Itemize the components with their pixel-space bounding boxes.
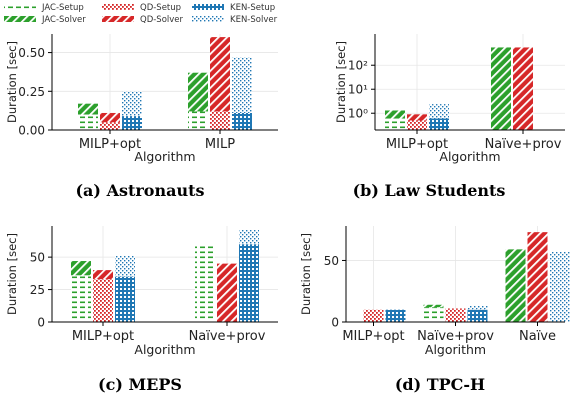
x-axis-label: Algorithm xyxy=(134,149,195,164)
bar-solver-KEN-0 xyxy=(429,104,449,119)
bar-solver-KEN-1 xyxy=(467,306,488,310)
legend-swatch-3 xyxy=(4,16,36,22)
bar-setup-QD-0 xyxy=(100,122,120,130)
legend-label-1: QD-Setup xyxy=(140,3,181,13)
legend-label-2: KEN-Setup xyxy=(230,3,275,13)
y-tick-label-1: 10¹ xyxy=(348,83,368,97)
y-axis-label: Duration [sec] xyxy=(334,41,348,123)
panel-3: 0 50 MILP+opt Naïve+prov Naïve Algorithm Durat… xyxy=(299,226,570,394)
x-axis-label: Algorithm xyxy=(134,342,195,357)
bar-setup-KEN-1 xyxy=(239,244,259,322)
x-tick-label-2: Naïve xyxy=(519,329,556,344)
y-tick-label-0: 0 xyxy=(331,316,339,330)
bar-solver-QD-2 xyxy=(527,232,548,322)
bar-setup-KEN-1 xyxy=(467,309,488,322)
bar-solver-QD-0 xyxy=(407,114,427,121)
bar-solver-JAC-2 xyxy=(505,249,526,322)
x-tick-label-1: Naïve+prov xyxy=(485,137,562,152)
y-tick-label-0: 10⁰ xyxy=(348,107,368,121)
bar-solver-KEN-1 xyxy=(232,57,252,113)
bar-solver-QD-0 xyxy=(100,112,120,123)
bar-setup-JAC-1 xyxy=(195,244,215,322)
bar-setup-QD-0 xyxy=(93,279,113,322)
panel-caption: (b) Law Students xyxy=(353,181,506,200)
x-axis-label: Algorithm xyxy=(439,149,500,164)
x-tick-label-0: MILP+opt xyxy=(342,329,404,344)
bar-setup-QD-1 xyxy=(210,111,230,130)
y-tick-label-2: 10² xyxy=(348,59,368,73)
bar-setup-KEN-1 xyxy=(232,112,252,130)
y-axis-label: Duration [sec] xyxy=(5,41,19,123)
bar-solver-QD-1 xyxy=(210,37,230,112)
bar-setup-QD-0 xyxy=(363,309,384,322)
panel-0: 0.00 0.25 0.50 MILP+opt MILP Algorithm Duratio… xyxy=(5,34,278,200)
bar-solver-JAC-0 xyxy=(385,110,405,119)
y-tick-label-0: 0.00 xyxy=(18,124,45,138)
x-tick-label-1: Naïve+prov xyxy=(417,329,494,344)
x-axis-label: Algorithm xyxy=(425,342,486,357)
y-tick-label-2: 0.50 xyxy=(18,46,45,60)
legend-swatch-5 xyxy=(192,16,224,22)
x-tick-label-0: MILP+opt xyxy=(72,329,134,344)
y-tick-label-0: 0 xyxy=(37,316,45,330)
x-tick-label-1: Naïve+prov xyxy=(189,329,266,344)
legend-label-0: JAC-Setup xyxy=(41,3,84,13)
bar-setup-JAC-0 xyxy=(71,275,91,322)
x-tick-label-1: MILP xyxy=(205,137,235,152)
x-tick-label-0: MILP+opt xyxy=(386,137,448,152)
panel-caption: (a) Astronauts xyxy=(75,181,204,200)
bar-solver-KEN-2 xyxy=(549,251,570,322)
legend: JAC-Setup QD-Setup KEN-Setup JAC-Solver QD-S… xyxy=(4,3,278,25)
bar-solver-KEN-1 xyxy=(239,229,259,245)
legend-swatch-1 xyxy=(102,4,134,10)
bar-solver-JAC-1 xyxy=(188,72,208,112)
legend-swatch-4 xyxy=(102,16,134,22)
bar-solver-QD-1 xyxy=(217,263,237,322)
legend-swatch-0 xyxy=(4,4,36,10)
legend-swatch-2 xyxy=(192,4,224,10)
y-tick-label-1: 0.25 xyxy=(18,85,45,99)
legend-label-5: KEN-Solver xyxy=(230,15,278,25)
legend-label-3: JAC-Solver xyxy=(41,15,86,25)
y-axis-label: Duration [sec] xyxy=(299,233,313,315)
bar-setup-KEN-0 xyxy=(122,116,142,130)
panel-caption: (d) TPC-H xyxy=(395,375,485,394)
legend-label-4: QD-Solver xyxy=(140,15,184,25)
bar-setup-KEN-0 xyxy=(115,276,135,322)
bar-setup-JAC-1 xyxy=(188,111,208,130)
bar-setup-JAC-0 xyxy=(385,115,405,130)
bar-setup-KEN-0 xyxy=(385,309,406,322)
bar-solver-JAC-0 xyxy=(78,103,98,115)
bar-solver-JAC-1 xyxy=(423,304,444,308)
chart-panels: 0.00 0.25 0.50 MILP+opt MILP Algorithm Duratio… xyxy=(5,34,570,394)
bar-solver-JAC-1 xyxy=(491,47,511,130)
y-axis-label: Duration [sec] xyxy=(5,233,19,315)
bar-solver-QD-0 xyxy=(93,270,113,280)
bar-solver-JAC-0 xyxy=(71,261,91,276)
bar-setup-JAC-1 xyxy=(423,307,444,322)
x-tick-label-0: MILP+opt xyxy=(79,137,141,152)
bar-setup-QD-1 xyxy=(445,308,466,322)
bar-setup-JAC-0 xyxy=(78,114,98,130)
bar-setup-KEN-0 xyxy=(429,115,449,130)
y-tick-label-1: 25 xyxy=(30,283,45,297)
bar-solver-QD-1 xyxy=(513,47,533,130)
bar-solver-KEN-0 xyxy=(122,91,142,117)
panel-caption: (c) MEPS xyxy=(98,375,182,394)
y-tick-label-1: 50 xyxy=(324,254,339,268)
bar-solver-KEN-0 xyxy=(115,255,135,277)
y-tick-label-2: 50 xyxy=(30,251,45,265)
